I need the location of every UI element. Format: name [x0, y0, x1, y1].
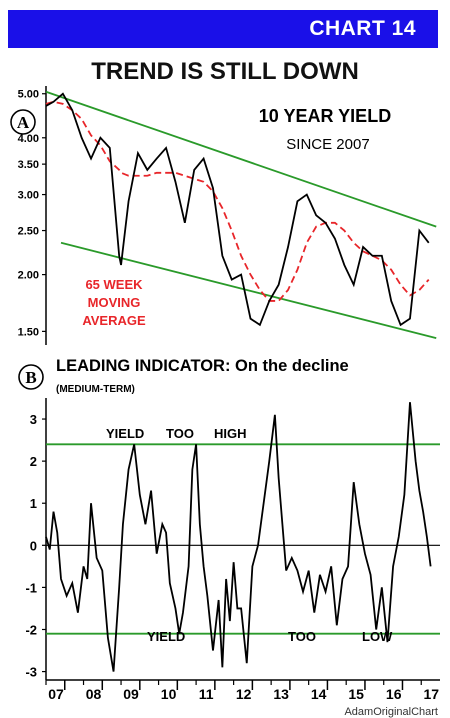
panel-b-tick-label: -3 [25, 665, 37, 680]
yield-line [45, 92, 430, 327]
panel-a-subtitle: SINCE 2007 [286, 136, 369, 153]
panel-a-tick-label: 3.00 [18, 190, 39, 202]
bottom-annotation-2: TOO [288, 629, 316, 644]
top-annotation-3: HIGH [214, 426, 247, 441]
panel-a-tick-label: 3.50 [18, 159, 39, 171]
x-tick-label: 14 [311, 686, 327, 702]
panel-b-tick-label: 3 [30, 412, 37, 427]
chart-credit: AdamOriginalChart [344, 706, 438, 718]
panel-b-leading-indicator: B LEADING INDICATOR: On the decline (MED… [18, 357, 440, 702]
panel-a-marker-circle [10, 109, 36, 135]
top-annotation-1: YIELD [106, 426, 144, 441]
chart-number-banner: CHART 14 [8, 10, 438, 48]
panel-b-tick-label: 0 [30, 538, 37, 553]
x-tick-label: 15 [348, 686, 364, 702]
x-tick-label: 10 [161, 686, 177, 702]
x-tick-label: 09 [123, 686, 139, 702]
x-tick-label: 13 [273, 686, 289, 702]
panel-a-tick-label: 1.50 [18, 326, 39, 338]
x-tick-label: 16 [386, 686, 402, 702]
panel-b-tick-label: -1 [25, 580, 37, 595]
panel-b-tick-label: -2 [25, 622, 37, 637]
x-tick-label: 11 [199, 686, 214, 702]
top-annotation-2: TOO [166, 426, 194, 441]
chart-number-label: CHART 14 [309, 17, 416, 40]
ma-label-line1: 65 WEEK [85, 277, 143, 292]
bottom-annotation-3: LOW [362, 629, 393, 644]
panel-a-tick-label: 2.00 [18, 270, 39, 282]
leading-indicator-line [45, 402, 432, 672]
panel-a-tick-label: 5.00 [18, 89, 39, 101]
x-tick-label: 08 [86, 686, 102, 702]
x-tick-label: 17 [423, 686, 439, 702]
panel-a-tick-label: 2.50 [18, 226, 39, 238]
panel-b-tick-label: 1 [30, 496, 37, 511]
panel-b-subtitle: (MEDIUM-TERM) [56, 384, 135, 395]
x-tick-label: 07 [48, 686, 64, 702]
panel-b-marker-circle [18, 364, 44, 390]
upper-trend-line [45, 90, 437, 228]
panel-b-title: LEADING INDICATOR: On the decline [56, 357, 349, 375]
panel-b-tick-label: 2 [30, 454, 37, 469]
ma-label-line3: AVERAGE [82, 313, 146, 328]
x-tick-label: 12 [236, 686, 252, 702]
panel-a-tick-label: 4.00 [18, 133, 39, 145]
panel-a-marker: A [17, 113, 30, 132]
moving-average-line [45, 100, 430, 302]
ma-label-line2: MOVING [88, 295, 141, 310]
panel-a-title: 10 YEAR YIELD [259, 106, 391, 126]
panel-a-yield-chart: 5.00 4.00 3.50 3.00 2.50 2.00 1.50 A 10 YEAR Y… [10, 86, 437, 345]
main-title: TREND IS STILL DOWN [91, 58, 359, 85]
bottom-annotation-1: YIELD [147, 629, 185, 644]
lower-trend-line [60, 241, 437, 339]
panel-b-marker: B [25, 368, 36, 387]
